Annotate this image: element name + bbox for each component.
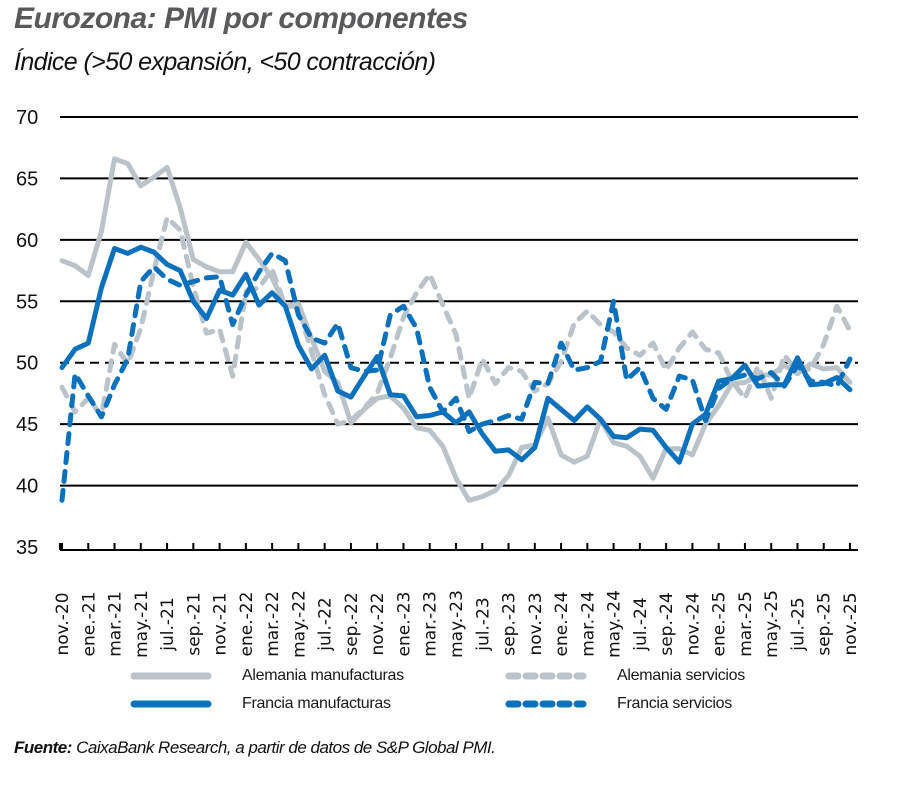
y-tick-label: 65	[16, 168, 38, 190]
series-francia-manufacturas	[59, 244, 853, 465]
x-tick-label: sep.-22	[342, 592, 362, 655]
x-tick-label: mar.-24	[578, 591, 598, 657]
x-tick-label: jul.-22	[316, 597, 336, 651]
x-tick-label: sep.-25	[815, 592, 835, 655]
source-text: CaixaBank Research, a partir de datos de…	[71, 738, 496, 757]
legend-item-francia-manufacturas: Francia manufacturas	[130, 693, 391, 715]
x-tick-label: nov.-25	[841, 592, 861, 655]
source-label: Fuente:	[14, 738, 72, 757]
x-tick-label: jul.-21	[158, 597, 178, 651]
chart-subtitle: Índice (>50 expansión, <50 contracción)	[14, 48, 436, 76]
y-tick-label: 70	[16, 107, 38, 129]
x-tick-label: mar.-22	[263, 591, 283, 657]
x-tick-label: nov.-20	[53, 592, 73, 655]
legend-swatch-solid-grey	[130, 672, 212, 680]
x-tick-label: may.-24	[605, 590, 625, 658]
x-tick-label: sep.-23	[500, 592, 520, 655]
series-francia-servicios	[59, 250, 853, 503]
legend-swatch-dashed-grey	[505, 672, 587, 680]
x-tick-label: ene.-25	[710, 592, 730, 657]
x-tick-label: nov.-23	[526, 592, 546, 655]
x-tick-label: ene.-22	[237, 592, 257, 657]
x-tick-label: jul.-24	[631, 597, 651, 651]
x-tick-label: nov.-22	[368, 592, 388, 655]
x-tick-label: mar.-21	[106, 591, 126, 657]
x-tick-label: may.-22	[289, 590, 309, 658]
legend-item-alemania-manufacturas: Alemania manufacturas	[130, 665, 404, 687]
y-tick-label: 45	[16, 414, 38, 436]
legend-swatch-solid-blue	[130, 700, 212, 708]
y-axis-ticks: 35 40 45 50 55 60 65 70	[16, 107, 38, 559]
legend-item-francia-servicios: Francia servicios	[505, 693, 732, 715]
x-tick-label: ene.-23	[394, 592, 414, 657]
series-alemania-servicios	[59, 215, 853, 427]
x-tick-label: jul.-25	[788, 597, 808, 651]
x-tick-label: jul.-23	[473, 597, 493, 651]
x-tick-label: nov.-21	[211, 592, 231, 655]
x-axis: nov.-20 ene.-21 mar.-21 may.-21 jul.-21 sep.-…	[53, 543, 861, 658]
x-tick-label: ene.-21	[79, 592, 99, 657]
y-tick-label: 35	[16, 537, 38, 559]
legend-label: Alemania servicios	[617, 667, 745, 684]
chart-title: Eurozona: PMI por componentes	[14, 2, 468, 35]
series-alemania-manufacturas	[59, 156, 853, 503]
x-tick-label: sep.-24	[657, 592, 677, 655]
x-tick-label: may.-25	[762, 590, 782, 658]
legend-label: Alemania manufacturas	[242, 667, 404, 684]
x-tick-label: may.-23	[447, 590, 467, 658]
y-tick-label: 55	[16, 291, 38, 313]
x-tick-label: ene.-24	[552, 592, 572, 657]
x-tick-label: nov.-24	[683, 592, 703, 655]
x-tick-label: mar.-23	[421, 591, 441, 657]
series-lines	[59, 156, 853, 503]
x-tick-label: sep.-21	[184, 592, 204, 655]
y-tick-label: 40	[16, 476, 38, 498]
x-tick-label: mar.-25	[736, 591, 756, 657]
source-note: Fuente: CaixaBank Research, a partir de …	[14, 738, 496, 758]
y-tick-label: 60	[16, 230, 38, 252]
gridlines	[60, 116, 858, 487]
legend-item-alemania-servicios: Alemania servicios	[505, 665, 745, 687]
legend-swatch-dashed-blue	[505, 700, 587, 708]
legend-label: Francia manufacturas	[242, 695, 391, 712]
y-tick-label: 50	[16, 353, 38, 375]
x-tick-label: may.-21	[132, 590, 152, 658]
legend-label: Francia servicios	[617, 695, 732, 712]
